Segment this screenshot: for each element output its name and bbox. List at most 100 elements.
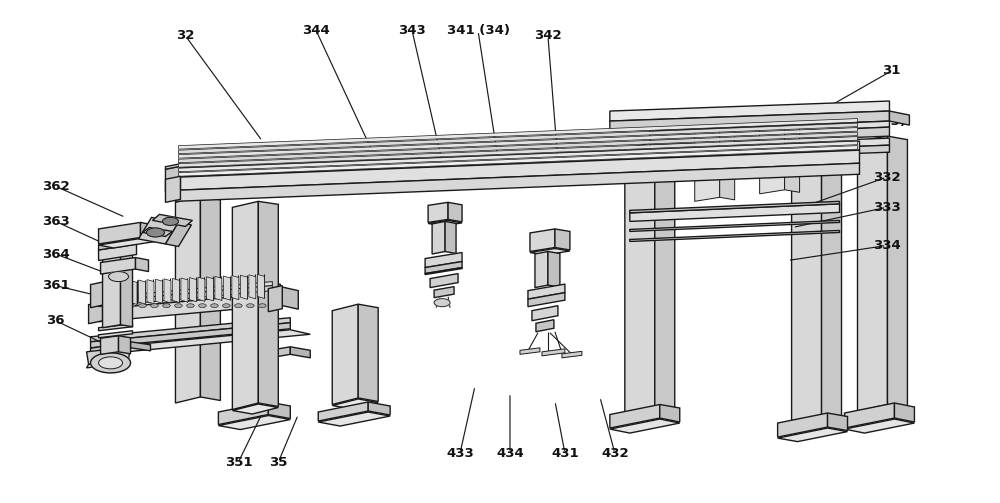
Circle shape — [223, 304, 230, 307]
Polygon shape — [178, 123, 858, 154]
Circle shape — [139, 304, 146, 307]
Polygon shape — [610, 419, 680, 433]
Polygon shape — [232, 404, 278, 414]
Polygon shape — [332, 399, 378, 409]
Circle shape — [434, 299, 450, 307]
Polygon shape — [99, 293, 280, 322]
Polygon shape — [113, 281, 120, 305]
Polygon shape — [845, 419, 914, 433]
Circle shape — [146, 228, 164, 237]
Polygon shape — [425, 268, 462, 275]
Polygon shape — [198, 277, 205, 301]
Polygon shape — [91, 282, 105, 308]
Text: 32: 32 — [176, 29, 195, 42]
Polygon shape — [448, 202, 462, 222]
Circle shape — [247, 304, 254, 307]
Polygon shape — [660, 165, 825, 174]
Polygon shape — [660, 145, 825, 153]
Polygon shape — [223, 276, 230, 300]
Polygon shape — [99, 324, 133, 331]
Text: 362: 362 — [42, 180, 69, 193]
Circle shape — [211, 304, 218, 307]
Text: 331 (33): 331 (33) — [843, 115, 906, 128]
Polygon shape — [318, 412, 390, 426]
Polygon shape — [894, 403, 914, 422]
Polygon shape — [528, 293, 565, 307]
Text: 434: 434 — [496, 447, 524, 460]
Polygon shape — [792, 152, 822, 423]
Circle shape — [115, 304, 122, 307]
Polygon shape — [434, 287, 454, 298]
Polygon shape — [428, 202, 448, 222]
Polygon shape — [142, 227, 172, 236]
Text: 364: 364 — [42, 247, 69, 261]
Polygon shape — [87, 359, 129, 368]
Polygon shape — [425, 262, 462, 274]
Polygon shape — [175, 163, 860, 201]
Text: 342: 342 — [534, 29, 562, 42]
Polygon shape — [206, 277, 213, 301]
Polygon shape — [99, 238, 155, 248]
Polygon shape — [165, 166, 180, 192]
Polygon shape — [249, 275, 256, 299]
Polygon shape — [858, 136, 887, 411]
Text: 31: 31 — [882, 64, 901, 77]
Polygon shape — [887, 136, 907, 408]
Polygon shape — [655, 142, 675, 409]
Text: 36: 36 — [46, 314, 65, 327]
Polygon shape — [232, 201, 258, 409]
Polygon shape — [175, 150, 860, 190]
Text: 344: 344 — [302, 24, 330, 37]
Text: 333: 333 — [873, 201, 900, 214]
Polygon shape — [555, 229, 570, 250]
Text: 363: 363 — [42, 215, 69, 228]
Polygon shape — [630, 230, 840, 241]
Polygon shape — [175, 141, 860, 177]
Polygon shape — [99, 286, 272, 307]
Polygon shape — [610, 111, 889, 131]
Polygon shape — [889, 111, 909, 125]
Polygon shape — [660, 152, 825, 160]
Polygon shape — [660, 159, 825, 167]
Polygon shape — [218, 415, 290, 430]
Polygon shape — [532, 306, 558, 321]
Polygon shape — [152, 214, 192, 226]
Polygon shape — [268, 402, 290, 418]
Polygon shape — [99, 284, 280, 309]
Polygon shape — [240, 275, 247, 299]
Polygon shape — [290, 347, 310, 358]
Polygon shape — [178, 137, 858, 167]
Circle shape — [175, 304, 182, 307]
Circle shape — [162, 217, 178, 225]
Text: 431: 431 — [551, 447, 579, 460]
Polygon shape — [268, 286, 282, 312]
Circle shape — [259, 304, 266, 307]
Circle shape — [103, 304, 110, 307]
Polygon shape — [105, 282, 115, 307]
Polygon shape — [99, 239, 137, 250]
Polygon shape — [562, 351, 582, 358]
Text: 351: 351 — [225, 456, 252, 469]
Polygon shape — [165, 222, 191, 246]
Polygon shape — [445, 221, 456, 254]
Polygon shape — [542, 349, 565, 356]
Text: 361: 361 — [42, 279, 69, 292]
Polygon shape — [822, 152, 842, 420]
Polygon shape — [720, 129, 735, 200]
Polygon shape — [430, 274, 458, 288]
Polygon shape — [332, 304, 358, 404]
Polygon shape — [178, 146, 858, 176]
Polygon shape — [257, 274, 264, 298]
Polygon shape — [122, 281, 129, 305]
Polygon shape — [91, 330, 310, 353]
Polygon shape — [610, 404, 660, 428]
Text: 341 (34): 341 (34) — [447, 24, 510, 37]
Polygon shape — [695, 129, 720, 201]
Polygon shape — [845, 403, 894, 428]
Polygon shape — [660, 173, 825, 181]
Polygon shape — [164, 279, 171, 303]
Polygon shape — [175, 196, 200, 403]
Polygon shape — [650, 145, 889, 161]
Polygon shape — [200, 196, 220, 400]
Polygon shape — [432, 221, 445, 254]
